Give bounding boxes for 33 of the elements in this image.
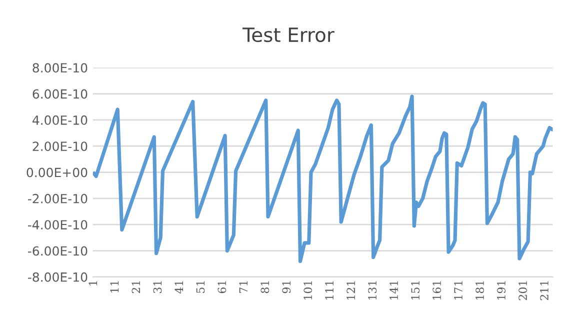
x-tick-label: 111	[325, 281, 334, 300]
x-tick-label: 151	[411, 281, 420, 300]
x-tick-label: 61	[218, 281, 226, 294]
x-tick-label: 51	[196, 281, 205, 293]
x-tick-label: 91	[282, 281, 291, 294]
x-tick-label: 171	[454, 281, 462, 300]
y-tick-label: 6.00E-10	[32, 89, 88, 99]
x-tick-label: 191	[497, 281, 506, 300]
y-tick-label: 8.00E-10	[32, 63, 88, 73]
y-tick-label: -8.00E-10	[28, 272, 88, 282]
y-tick-label: 4.00E-10	[32, 115, 88, 125]
x-tick-label: 121	[346, 281, 355, 300]
y-tick-label: -4.00E-10	[28, 220, 88, 230]
x-tick-label: 31	[153, 281, 162, 293]
x-tick-label: 41	[174, 281, 183, 294]
x-tick-label: 141	[390, 281, 398, 300]
y-tick-label: 0.00E+00	[26, 168, 88, 178]
x-tick-label: 21	[132, 281, 140, 294]
x-tick-label: 1	[88, 281, 98, 286]
x-tick-label: 131	[368, 281, 377, 300]
y-tick-label: -2.00E-10	[28, 194, 88, 204]
line-series	[92, 94, 553, 264]
x-tick-label: 71	[239, 281, 248, 293]
y-tick-label: -6.00E-10	[28, 246, 88, 256]
x-tick-label: 11	[110, 281, 119, 292]
x-tick-label: 81	[260, 281, 270, 294]
y-tick-label: 2.00E-10	[32, 142, 88, 152]
x-tick-label: 101	[304, 281, 312, 300]
x-tick-label: 201	[518, 281, 527, 300]
x-tick-label: 161	[432, 281, 442, 300]
x-tick-label: 211	[540, 281, 548, 300]
chart-title: Test Error	[242, 28, 334, 42]
x-tick-label: 181	[476, 281, 484, 300]
